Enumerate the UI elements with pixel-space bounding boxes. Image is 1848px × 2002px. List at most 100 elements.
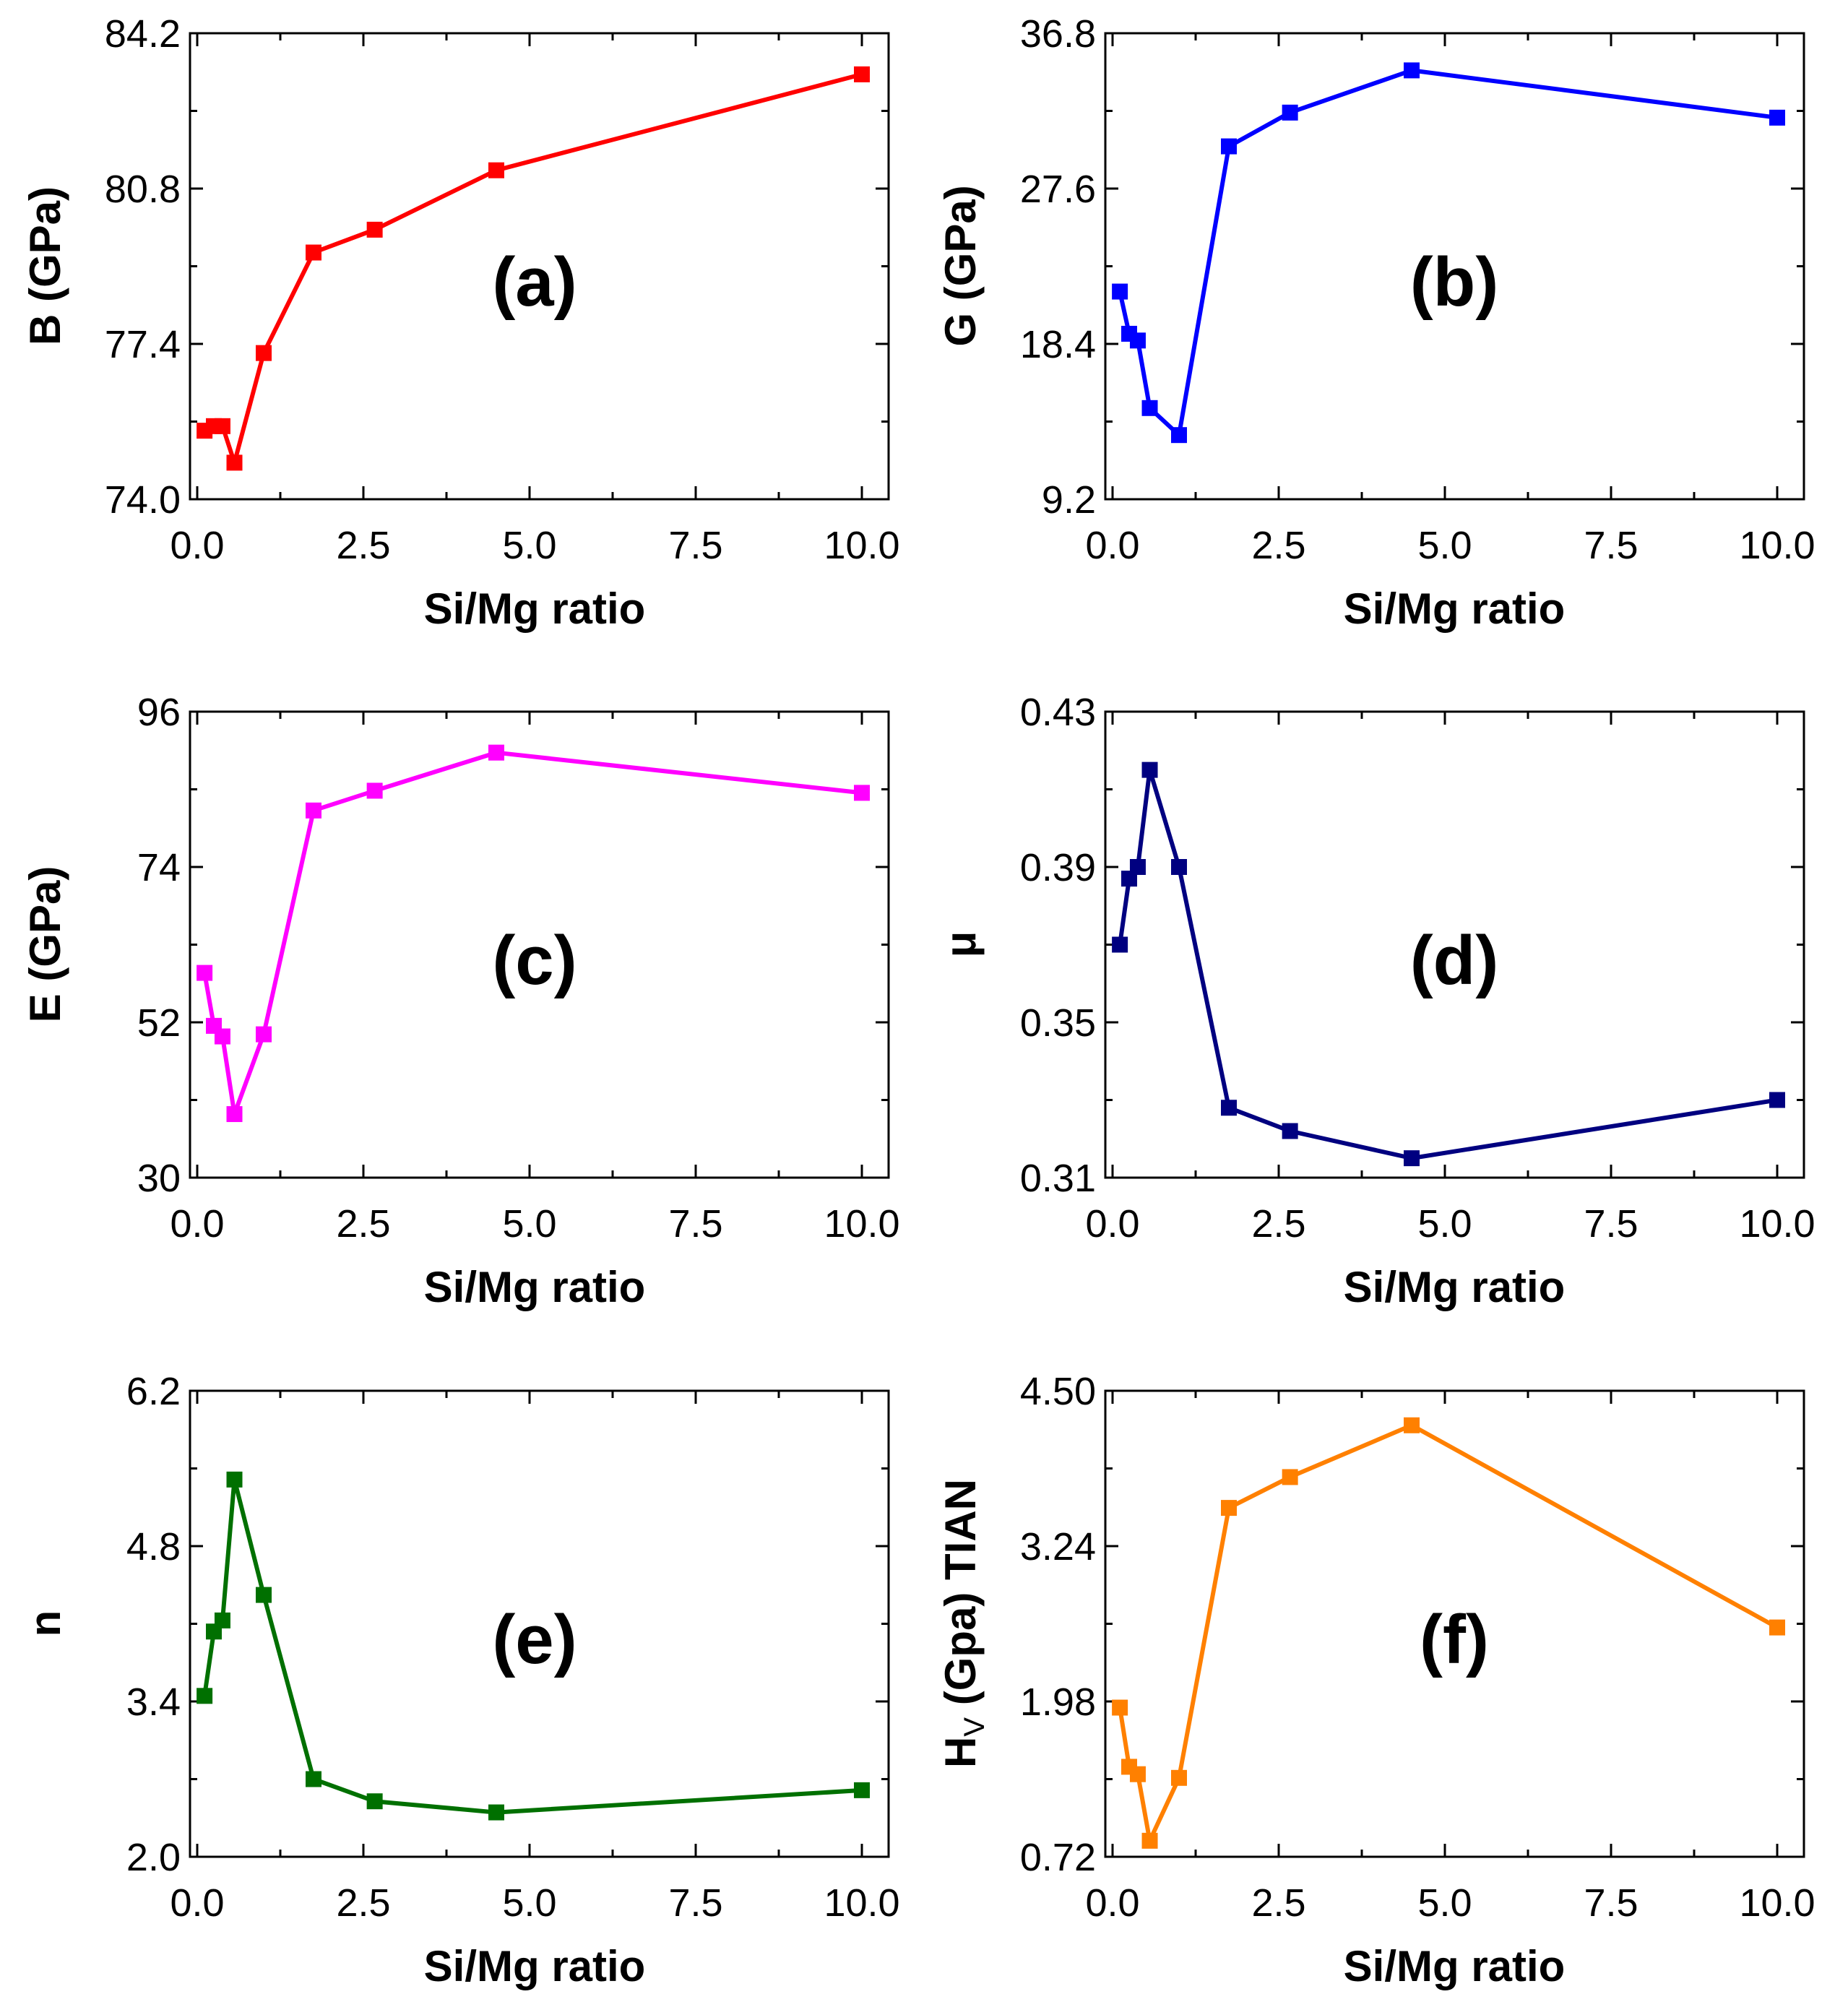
x-tick-label: 7.5 bbox=[668, 1881, 722, 1925]
x-tick-label: 5.0 bbox=[502, 1881, 556, 1925]
axis-ticks bbox=[190, 32, 889, 501]
y-tick-labels: 9.2 18.4 27.6 36.8 bbox=[1020, 12, 1096, 522]
x-tick-label: 7.5 bbox=[668, 524, 722, 567]
data-point bbox=[1171, 427, 1187, 444]
data-series bbox=[1112, 761, 1785, 1167]
data-point bbox=[214, 1612, 230, 1628]
y-tick-label: 6.2 bbox=[126, 1370, 181, 1413]
data-series bbox=[1112, 62, 1785, 444]
data-point bbox=[1404, 62, 1420, 79]
y-tick-label: 3.4 bbox=[126, 1680, 181, 1724]
y-tick-label: 96 bbox=[137, 691, 181, 734]
data-point bbox=[1171, 1769, 1187, 1786]
data-point bbox=[256, 1587, 272, 1603]
x-tick-label: 0.0 bbox=[1085, 1881, 1139, 1925]
x-tick-labels: 0.0 2.5 5.0 7.5 10.0 bbox=[170, 1202, 899, 1246]
data-point bbox=[1171, 859, 1187, 875]
data-point bbox=[488, 744, 504, 761]
x-tick-label: 10.0 bbox=[1739, 524, 1815, 567]
data-point bbox=[256, 345, 272, 361]
data-series bbox=[197, 1471, 870, 1821]
panel-label: (d) bbox=[1410, 922, 1499, 999]
panel-d: 0.0 2.5 5.0 7.5 10.0 0.31 0.35 0.39 0.43… bbox=[936, 691, 1815, 1311]
axis-ticks bbox=[190, 1389, 889, 1858]
x-axis-title: Si/Mg ratio bbox=[1344, 1942, 1566, 1990]
data-point bbox=[1769, 1092, 1785, 1108]
data-point bbox=[306, 1771, 321, 1787]
panel-f: 0.0 2.5 5.0 7.5 10.0 0.72 1.98 3.24 4.50… bbox=[936, 1370, 1815, 1990]
data-point bbox=[1769, 109, 1785, 126]
x-axis-title: Si/Mg ratio bbox=[1344, 1263, 1566, 1311]
panel-c: 0.0 2.5 5.0 7.5 10.0 30 52 74 96 Si/Mg r… bbox=[21, 691, 900, 1311]
x-tick-label: 5.0 bbox=[1417, 524, 1472, 567]
y-axis-title: G (GPa) bbox=[936, 185, 985, 346]
panel-label: (a) bbox=[492, 243, 577, 321]
y-tick-labels: 2.0 3.4 4.8 6.2 bbox=[126, 1370, 181, 1879]
data-point bbox=[1141, 1832, 1158, 1849]
data-point bbox=[1769, 1619, 1785, 1636]
data-point bbox=[488, 1804, 504, 1821]
x-tick-label: 2.5 bbox=[336, 1881, 390, 1925]
y-tick-label: 80.8 bbox=[105, 168, 181, 211]
x-tick-label: 10.0 bbox=[1739, 1881, 1815, 1925]
y-tick-label: 18.4 bbox=[1020, 323, 1096, 366]
x-tick-label: 7.5 bbox=[1584, 1881, 1638, 1925]
data-point bbox=[1221, 1500, 1237, 1516]
y-tick-label: 2.0 bbox=[126, 1836, 181, 1879]
y-tick-label: 0.31 bbox=[1020, 1157, 1096, 1200]
data-point bbox=[854, 66, 870, 82]
data-point bbox=[1141, 761, 1158, 778]
x-tick-label: 10.0 bbox=[824, 1202, 899, 1246]
y-tick-labels: 0.31 0.35 0.39 0.43 bbox=[1020, 691, 1096, 1200]
x-axis-title: Si/Mg ratio bbox=[424, 1263, 646, 1311]
data-point bbox=[1404, 1150, 1420, 1167]
data-point bbox=[1112, 936, 1128, 953]
y-tick-label: 3.24 bbox=[1020, 1525, 1096, 1569]
x-tick-label: 2.5 bbox=[336, 1202, 390, 1246]
x-tick-label: 10.0 bbox=[824, 1881, 899, 1925]
y-tick-label: 1.98 bbox=[1020, 1680, 1096, 1724]
panel-label: (e) bbox=[492, 1601, 577, 1678]
data-point bbox=[1129, 1766, 1146, 1782]
data-point bbox=[1129, 332, 1146, 349]
x-tick-label: 0.0 bbox=[1085, 1202, 1139, 1246]
axis-ticks bbox=[1105, 32, 1804, 501]
data-series bbox=[1112, 1417, 1785, 1849]
y-tick-label: 36.8 bbox=[1020, 12, 1096, 56]
y-tick-label: 0.39 bbox=[1020, 846, 1096, 889]
y-tick-label: 0.72 bbox=[1020, 1836, 1096, 1879]
data-point bbox=[1129, 859, 1146, 875]
data-point bbox=[1282, 1123, 1298, 1139]
x-tick-label: 2.5 bbox=[336, 524, 390, 567]
data-point bbox=[214, 418, 230, 434]
axis-ticks bbox=[1105, 1389, 1804, 1858]
data-point bbox=[1282, 104, 1298, 121]
y-tick-label: 84.2 bbox=[105, 12, 181, 56]
x-tick-label: 7.5 bbox=[1584, 524, 1638, 567]
y-tick-label: 77.4 bbox=[105, 323, 181, 366]
panel-b: 0.0 2.5 5.0 7.5 10.0 9.2 18.4 27.6 36.8 … bbox=[936, 12, 1815, 633]
y-tick-label: 74.0 bbox=[105, 478, 181, 522]
y-tick-labels: 30 52 74 96 bbox=[137, 691, 181, 1200]
x-tick-label: 5.0 bbox=[502, 1202, 556, 1246]
data-point bbox=[854, 1782, 870, 1798]
data-point bbox=[197, 1688, 213, 1704]
x-tick-label: 5.0 bbox=[502, 524, 556, 567]
data-point bbox=[366, 1793, 383, 1810]
data-point bbox=[1112, 1699, 1128, 1716]
y-axis-title: n bbox=[21, 1610, 69, 1637]
panel-e: 0.0 2.5 5.0 7.5 10.0 2.0 3.4 4.8 6.2 Si/… bbox=[21, 1370, 900, 1990]
x-axis-title: Si/Mg ratio bbox=[424, 1942, 646, 1990]
x-tick-label: 2.5 bbox=[1251, 1202, 1305, 1246]
y-axis-title: μ bbox=[936, 931, 985, 958]
x-tick-labels: 0.0 2.5 5.0 7.5 10.0 bbox=[1085, 1881, 1815, 1925]
y-axis-title: E (GPa) bbox=[21, 866, 69, 1023]
data-point bbox=[197, 965, 213, 981]
x-axis-title: Si/Mg ratio bbox=[424, 584, 646, 633]
panel-label: (b) bbox=[1410, 243, 1499, 321]
y-tick-label: 74 bbox=[137, 846, 181, 889]
data-point bbox=[1404, 1417, 1420, 1433]
axis-ticks bbox=[190, 710, 889, 1179]
x-tick-labels: 0.0 2.5 5.0 7.5 10.0 bbox=[170, 524, 899, 567]
